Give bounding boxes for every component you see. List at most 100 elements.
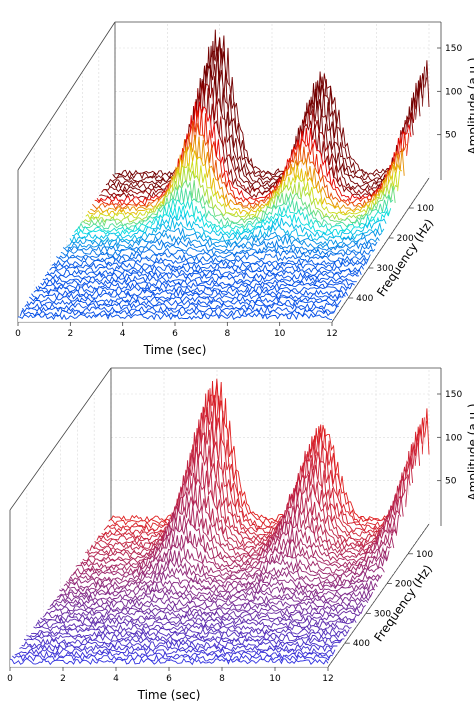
trace-line (68, 550, 388, 582)
trace-line (110, 46, 425, 183)
trace-line (110, 380, 430, 522)
trace-line (33, 624, 352, 633)
trace-line (31, 627, 350, 636)
trace-line (87, 467, 406, 556)
trace-line (65, 231, 380, 250)
x-tick-label: 12 (326, 329, 337, 339)
trace-line (29, 295, 344, 304)
z-axis-label: Amplitude (a.u.) (466, 57, 474, 154)
z-tick-label: 100 (445, 87, 462, 97)
trace-line (69, 219, 385, 244)
x-tick-label: 6 (172, 329, 178, 339)
trace-line (85, 483, 404, 559)
trace-line (42, 610, 362, 619)
z-tick-label: 50 (445, 131, 457, 141)
trace-line (87, 145, 403, 217)
trace-line (89, 453, 409, 552)
x-tick-label: 2 (60, 674, 66, 684)
z-tick-label: 100 (445, 433, 462, 443)
trace-line (67, 227, 382, 247)
trace-line (78, 188, 394, 230)
trace-line (56, 252, 371, 264)
trace-line (61, 571, 381, 592)
trace-line (60, 242, 376, 257)
z-axis-ticks: 50 100 150 (437, 44, 462, 141)
trace-line (107, 40, 423, 186)
trace-line (81, 179, 396, 227)
y-tick-label: 200 (395, 580, 412, 590)
z-tick-label: 50 (445, 477, 457, 487)
trace-line (108, 378, 428, 526)
x-tick-label: 4 (120, 329, 126, 339)
trace-line (22, 305, 337, 314)
trace-line (31, 292, 346, 300)
x-axis-ticks: 0 2 4 6 8 10 12 (15, 322, 338, 339)
trace-line (14, 650, 333, 659)
trace-line (9, 657, 329, 666)
trace-line (85, 158, 401, 220)
y-tick-label: 200 (397, 234, 414, 244)
x-tick-label: 0 (15, 329, 21, 339)
trace-line (75, 523, 395, 572)
waterfall-traces (17, 29, 430, 322)
x-axis-ticks: 0 2 4 6 8 10 12 (7, 667, 334, 684)
trace-line (66, 557, 385, 586)
x-axis-label: Time (sec) (137, 688, 201, 702)
trace-line (35, 285, 351, 294)
y-tick-label: 100 (416, 550, 433, 560)
trace-line (17, 312, 333, 321)
y-tick-label: 300 (376, 264, 393, 274)
trace-line (92, 121, 407, 210)
trace-line (24, 302, 340, 311)
x-tick-label: 6 (166, 674, 172, 684)
trace-line (106, 395, 425, 529)
trace-line (37, 282, 353, 291)
x-tick-label: 0 (7, 674, 13, 684)
x-tick-label: 8 (224, 329, 230, 339)
trace-line (94, 109, 410, 207)
x-tick-label: 12 (322, 674, 333, 684)
trace-line (26, 298, 342, 307)
trace-line (101, 82, 416, 196)
trace-line (112, 29, 428, 180)
y-tick-label: 400 (356, 294, 373, 304)
x-tick-label: 8 (219, 674, 225, 684)
trace-line (63, 564, 383, 589)
z-tick-label: 150 (445, 390, 462, 400)
trace-line (21, 640, 340, 649)
trace-line (33, 288, 349, 298)
trace-line (26, 634, 345, 642)
trace-line (51, 261, 367, 270)
x-tick-label: 10 (269, 674, 281, 684)
trace-line (53, 256, 369, 267)
x-axis-label: Time (sec) (143, 343, 207, 357)
x-tick-label: 4 (113, 674, 119, 684)
trace-line (23, 637, 343, 646)
y-axis-ticks: 100 200 300 400 (344, 550, 433, 649)
trace-line (11, 653, 331, 662)
trace-line (74, 205, 389, 237)
trace-line (70, 542, 390, 579)
trace-line (99, 406, 418, 539)
z-axis-ticks: 50 100 150 (437, 390, 462, 487)
trace-line (103, 388, 423, 532)
trace-line (92, 446, 411, 549)
waterfall-traces (9, 378, 430, 667)
y-tick-label: 300 (374, 609, 391, 619)
z-tick-label: 150 (445, 44, 462, 54)
y-tick-label: 100 (417, 204, 434, 214)
trace-line (44, 271, 360, 280)
z-axis-label: Amplitude (a.u.) (466, 403, 474, 500)
trace-line (49, 597, 369, 609)
y-axis-ticks: 100 200 300 400 (348, 204, 434, 304)
trace-line (49, 264, 364, 273)
trace-line (80, 502, 399, 566)
trace-line (16, 647, 336, 656)
x-tick-label: 10 (274, 329, 286, 339)
x-tick-label: 2 (67, 329, 73, 339)
trace-line (105, 64, 421, 190)
trace-line (76, 199, 392, 233)
